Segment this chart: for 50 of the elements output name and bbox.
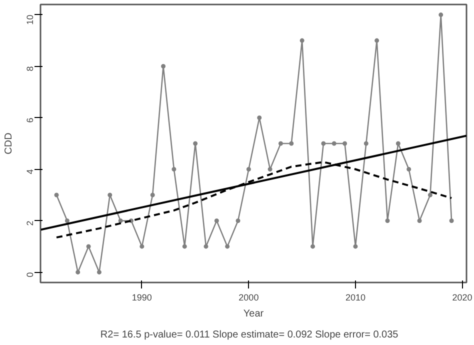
point bbox=[182, 244, 187, 249]
y-tick-label: 4 bbox=[25, 169, 35, 174]
point bbox=[246, 166, 251, 172]
point bbox=[108, 192, 112, 198]
point bbox=[342, 141, 348, 146]
x-tick-label: 1990 bbox=[132, 292, 152, 302]
y-tick-label: 2 bbox=[25, 220, 35, 226]
point bbox=[428, 192, 432, 198]
point bbox=[300, 38, 304, 43]
point bbox=[278, 141, 283, 146]
point bbox=[118, 218, 123, 223]
point bbox=[204, 244, 208, 249]
point bbox=[438, 12, 444, 18]
point bbox=[172, 166, 176, 172]
point bbox=[396, 141, 400, 146]
x-tick-label: 2010 bbox=[345, 292, 366, 302]
point bbox=[257, 116, 262, 120]
y-tick-label: 8 bbox=[25, 66, 35, 72]
point bbox=[385, 218, 390, 223]
point bbox=[374, 38, 380, 43]
x-tick-label: 2000 bbox=[238, 292, 259, 302]
point bbox=[140, 244, 144, 249]
point bbox=[364, 141, 368, 146]
point bbox=[76, 270, 80, 274]
x-tick-label: 2020 bbox=[452, 292, 472, 302]
point bbox=[449, 218, 454, 223]
point bbox=[225, 244, 230, 249]
point bbox=[96, 270, 102, 274]
point bbox=[54, 192, 59, 198]
y-tick-label: 6 bbox=[25, 118, 35, 123]
point bbox=[214, 218, 219, 223]
point bbox=[289, 141, 294, 146]
point bbox=[310, 244, 316, 249]
point bbox=[64, 218, 70, 223]
text: R2= 16.5 p-value= 0.011 Slope estimate= 0.092 Slope error= 0.035 bbox=[100, 330, 399, 340]
y-axis-title: CDD bbox=[4, 132, 14, 154]
point bbox=[268, 166, 272, 172]
point bbox=[236, 218, 240, 223]
point bbox=[193, 141, 198, 146]
y-tick-label: 10 bbox=[25, 14, 35, 25]
point bbox=[332, 141, 336, 146]
x-axis-title: Year bbox=[243, 308, 264, 320]
point bbox=[161, 64, 166, 69]
point bbox=[86, 244, 91, 249]
point bbox=[353, 244, 358, 249]
point bbox=[417, 218, 422, 223]
y-tick-label: 0 bbox=[25, 272, 35, 278]
point bbox=[321, 141, 326, 146]
point bbox=[406, 166, 412, 172]
point bbox=[150, 192, 155, 198]
